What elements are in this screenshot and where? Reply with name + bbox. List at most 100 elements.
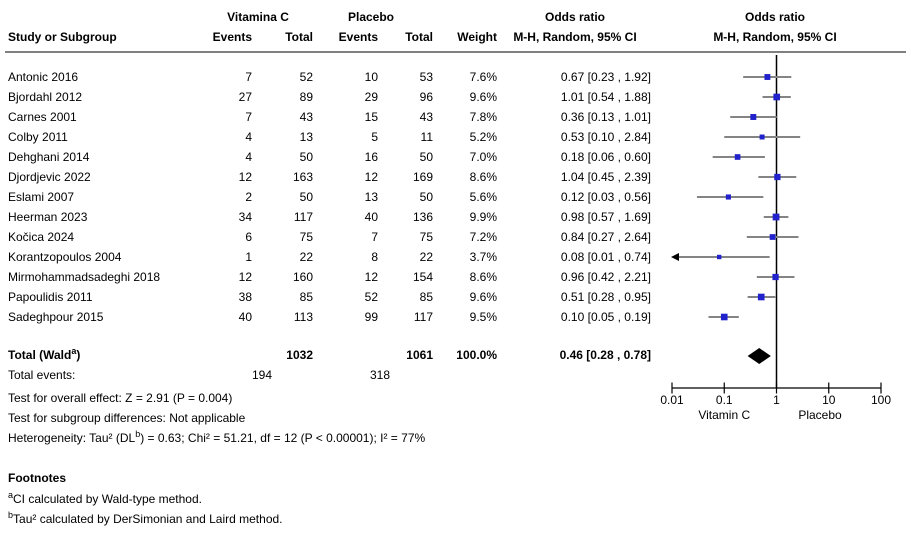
study-events-placebo: 5	[371, 130, 378, 144]
study-name: Papoulidis 2011	[8, 290, 93, 304]
study-total-vitc: 50	[299, 150, 313, 164]
study-total-placebo: 50	[419, 190, 433, 204]
study-name: Eslami 2007	[8, 190, 75, 204]
effect-marker	[734, 154, 741, 160]
study-name: Djordjevic 2022	[8, 170, 91, 184]
study-total-vitc: 89	[299, 90, 313, 104]
study-or-ci: 0.10 [0.05 , 0.19]	[560, 310, 651, 324]
study-or-ci: 0.98 [0.57 , 1.69]	[560, 210, 651, 224]
heterogeneity-sup: b	[135, 429, 141, 439]
study-name: Carnes 2001	[8, 110, 77, 124]
subgroup-test: Test for subgroup differences: Not appli…	[8, 411, 246, 425]
effect-marker	[725, 194, 731, 200]
study-events-vitc: 38	[238, 290, 252, 304]
study-name: Kočica 2024	[8, 230, 75, 244]
study-events-placebo: 29	[364, 90, 378, 104]
axis-tick-label: 1	[773, 393, 780, 407]
study-events-vitc: 4	[245, 150, 252, 164]
header-rule	[5, 51, 906, 53]
footnote-b-sup: b	[8, 510, 14, 520]
study-or-ci: 0.96 [0.42 , 2.21]	[560, 270, 651, 284]
study-events-vitc: 1	[245, 250, 252, 264]
axis-right-label: Placebo	[798, 408, 842, 422]
total-placebo-header: Total	[405, 30, 433, 44]
study-weight: 8.6%	[469, 270, 497, 284]
study-total-placebo: 169	[412, 170, 433, 184]
total-n-vitc: 1032	[286, 348, 313, 362]
study-events-vitc: 2	[245, 190, 252, 204]
study-weight: 8.6%	[469, 170, 497, 184]
study-name: Dehghani 2014	[8, 150, 90, 164]
or-column-subtitle: M-H, Random, 95% CI	[513, 30, 637, 44]
study-row: Heerman 2023 34 117 40 136 9.9% 0.98 [0.57 , 1…	[0, 207, 660, 227]
group-header-vitamin-c: Vitamina C	[227, 10, 289, 24]
study-or-ci: 0.18 [0.06 , 0.60]	[560, 150, 651, 164]
footnote-b-text: Tau² calculated by DerSimonian and Laird…	[13, 512, 283, 526]
study-events-placebo: 12	[364, 170, 378, 184]
total-events-label: Total events:	[8, 368, 76, 382]
study-weight: 9.9%	[469, 210, 497, 224]
effect-marker	[773, 93, 781, 101]
study-or-ci: 0.67 [0.23 , 1.92]	[560, 70, 651, 84]
study-or-ci: 0.53 [0.10 , 2.84]	[560, 130, 651, 144]
study-total-placebo: 43	[419, 110, 433, 124]
footnote-b: bTau² calculated by DerSimonian and Lair…	[8, 509, 283, 529]
study-events-vitc: 7	[245, 70, 252, 84]
study-total-placebo: 11	[420, 130, 433, 144]
heterogeneity-pre: Heterogeneity: Tau² (DL	[8, 431, 136, 445]
study-column-header: Study or Subgroup	[8, 30, 117, 44]
study-name: Colby 2011	[8, 130, 68, 144]
study-total-placebo: 53	[419, 70, 433, 84]
heterogeneity: Heterogeneity: Tau² (DLb) = 0.63; Chi² =…	[8, 428, 425, 448]
study-total-vitc: 52	[299, 70, 313, 84]
study-weight: 5.2%	[469, 130, 497, 144]
study-total-vitc: 117	[293, 210, 313, 224]
study-total-placebo: 75	[419, 230, 433, 244]
events-placebo-header: Events	[338, 30, 378, 44]
axis-tick-label: 10	[822, 393, 836, 407]
footnote-a: aCI calculated by Wald-type method.	[8, 489, 202, 509]
total-weight: 100.0%	[456, 348, 497, 362]
effect-marker	[716, 254, 722, 260]
effect-marker	[757, 293, 765, 301]
study-events-placebo: 15	[364, 110, 378, 124]
study-total-vitc: 163	[292, 170, 313, 184]
study-total-placebo: 22	[419, 250, 433, 264]
study-total-vitc: 85	[299, 290, 313, 304]
study-or-ci: 0.51 [0.28 , 0.95]	[560, 290, 651, 304]
effect-marker	[750, 114, 757, 120]
heterogeneity-post: ) = 0.63; Chi² = 51.21, df = 12 (P < 0.0…	[140, 431, 426, 445]
study-row: Colby 2011 4 13 5 11 5.2% 0.53 [0.10 , 2.84]	[0, 127, 660, 147]
study-row: Kočica 2024 6 75 7 75 7.2% 0.84 [0.27 , 2.64]	[0, 227, 660, 247]
study-weight: 9.6%	[469, 290, 497, 304]
total-diamond	[747, 348, 771, 364]
study-total-placebo: 96	[419, 90, 433, 104]
axis-tick-label: 0.01	[660, 393, 684, 407]
axis-tick-label: 0.1	[716, 393, 733, 407]
study-events-placebo: 7	[371, 230, 378, 244]
study-events-vitc: 40	[238, 310, 252, 324]
overall-effect-test: Test for overall effect: Z = 2.91 (P = 0…	[8, 391, 233, 405]
effect-marker	[759, 134, 765, 140]
study-weight: 3.7%	[469, 250, 497, 264]
study-total-placebo: 50	[419, 150, 433, 164]
study-events-placebo: 52	[364, 290, 378, 304]
footnote-a-text: CI calculated by Wald-type method.	[13, 492, 202, 506]
study-events-placebo: 12	[364, 270, 378, 284]
study-row: Korantzopoulos 2004 1 22 8 22 3.7% 0.08 [0.01 …	[0, 247, 660, 267]
study-events-vitc: 12	[238, 170, 252, 184]
study-total-placebo: 117	[413, 310, 433, 324]
study-name: Sadeghpour 2015	[8, 310, 104, 324]
ci-arrow-left	[671, 253, 679, 261]
study-weight: 7.8%	[469, 110, 497, 124]
study-name: Bjordahl 2012	[8, 90, 83, 104]
study-events-vitc: 7	[245, 110, 252, 124]
total-events-placebo: 318	[369, 368, 390, 382]
study-row: Eslami 2007 2 50 13 50 5.6% 0.12 [0.03 , 0.56]	[0, 187, 660, 207]
study-or-ci: 0.12 [0.03 , 0.56]	[560, 190, 651, 204]
study-total-vitc: 160	[292, 270, 313, 284]
study-total-vitc: 13	[299, 130, 313, 144]
axis-tick-label: 100	[871, 393, 891, 407]
study-row: Antonic 2016 7 52 10 53 7.6% 0.67 [0.23 , 1.92…	[0, 67, 660, 87]
